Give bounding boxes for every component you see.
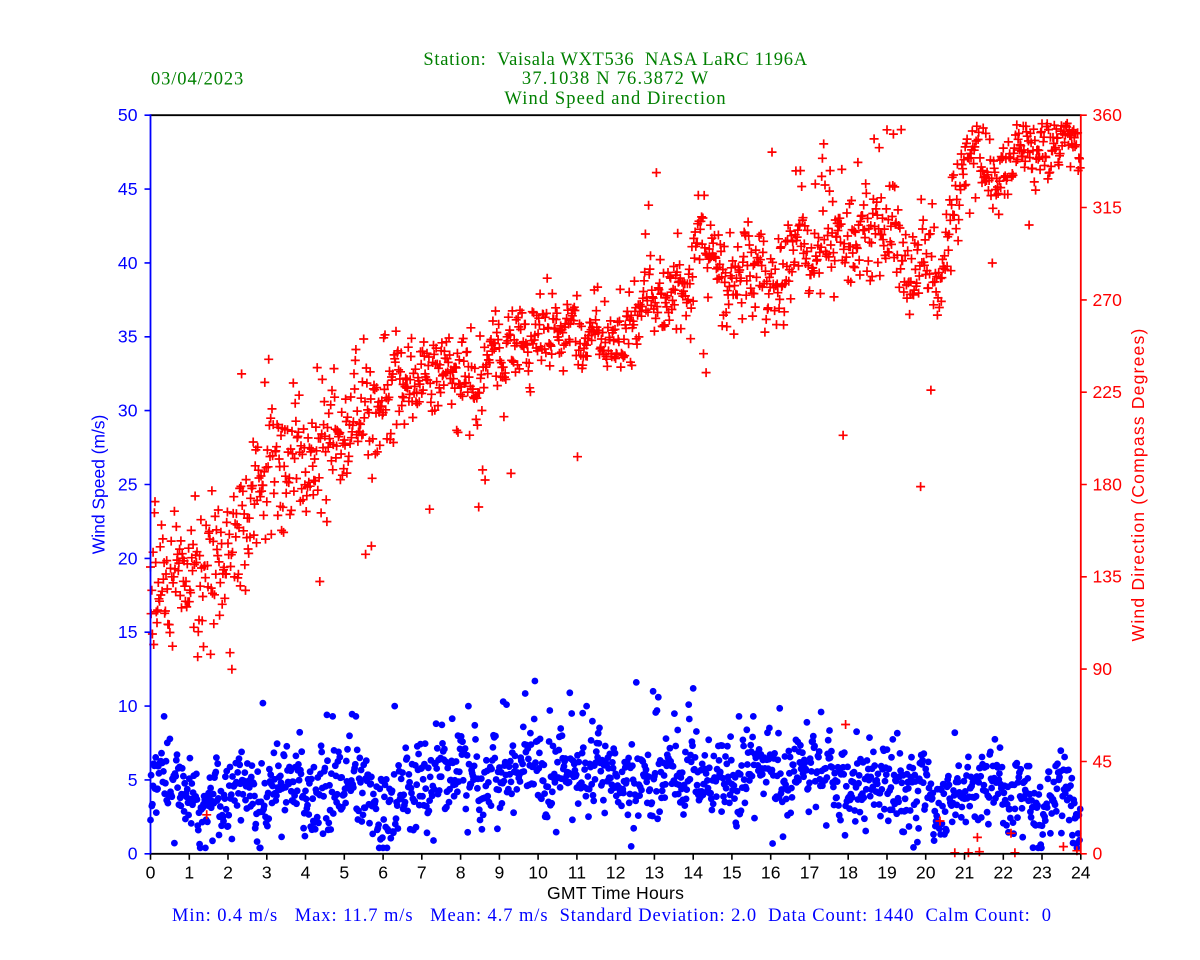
svg-text:6: 6 [378,863,388,883]
svg-text:24: 24 [1071,863,1091,883]
svg-text:45: 45 [1093,751,1113,771]
svg-text:03/04/2023: 03/04/2023 [151,70,244,90]
svg-text:Station: Vaisala WXT536 NASA: Station: Vaisala WXT536 NASA LaRC 1196A [423,50,807,70]
svg-text:0: 0 [128,844,138,864]
svg-text:2: 2 [223,863,233,883]
svg-text:20: 20 [916,863,936,883]
svg-text:11: 11 [568,863,586,883]
svg-text:5: 5 [128,770,138,790]
svg-text:5: 5 [339,863,349,883]
svg-text:14: 14 [683,863,703,883]
svg-text:315: 315 [1093,197,1123,217]
svg-text:7: 7 [417,863,427,883]
svg-text:135: 135 [1093,567,1123,587]
svg-text:90: 90 [1093,659,1113,679]
svg-text:9: 9 [495,863,505,883]
svg-text:20: 20 [118,548,138,568]
svg-text:22: 22 [994,863,1014,883]
svg-text:21: 21 [955,863,975,883]
svg-text:15: 15 [722,863,742,883]
svg-text:0: 0 [1093,844,1103,864]
svg-text:10: 10 [528,863,548,883]
svg-text:13: 13 [645,863,665,883]
svg-text:45: 45 [118,179,138,199]
svg-text:270: 270 [1093,290,1123,310]
svg-text:18: 18 [838,863,858,883]
svg-text:Wind Direction (Compass Degree: Wind Direction (Compass Degrees) [1128,328,1148,642]
svg-text:16: 16 [761,863,781,883]
svg-text:37.1038 N 76.3872 W: 37.1038 N 76.3872 W [522,69,709,89]
svg-text:Wind Speed (m/s): Wind Speed (m/s) [89,415,109,554]
svg-text:10: 10 [118,696,138,716]
svg-text:Min: 0.4 m/s Max: 11.7 m/s: Min: 0.4 m/s Max: 11.7 m/s Mean: 4.7 m/s… [172,906,1052,926]
svg-text:50: 50 [118,105,138,125]
svg-text:15: 15 [118,622,138,642]
svg-text:35: 35 [118,327,138,347]
svg-text:0: 0 [146,863,156,883]
svg-text:Wind Speed and Direction: Wind Speed and Direction [504,89,726,109]
svg-text:180: 180 [1093,474,1123,494]
svg-text:GMT Time Hours: GMT Time Hours [547,883,684,903]
svg-text:4: 4 [301,863,311,883]
svg-text:1: 1 [184,863,194,883]
svg-text:23: 23 [1032,863,1052,883]
svg-text:17: 17 [800,863,820,883]
svg-text:40: 40 [118,253,138,273]
svg-text:25: 25 [118,474,138,494]
svg-text:8: 8 [456,863,466,883]
svg-text:360: 360 [1093,105,1123,125]
svg-text:12: 12 [606,863,626,883]
svg-text:3: 3 [262,863,272,883]
svg-text:30: 30 [118,401,138,421]
svg-text:225: 225 [1093,382,1123,402]
svg-text:19: 19 [877,863,897,883]
